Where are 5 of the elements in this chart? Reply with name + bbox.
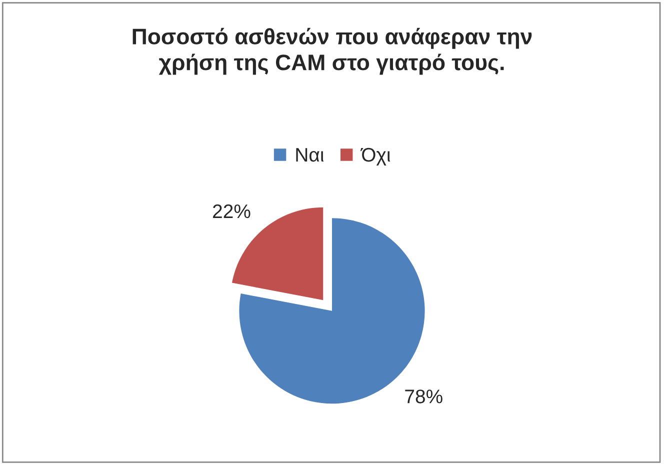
- data-label: 22%: [213, 204, 250, 218]
- legend-label: Ναι: [296, 148, 324, 162]
- data-label: 78%: [405, 390, 442, 404]
- legend-label: Όχι: [360, 148, 390, 166]
- chart-title: Ποσοστό ασθενών που ανάφεραν την χρήση της CAM στο γιατρό τους.: [132, 28, 532, 75]
